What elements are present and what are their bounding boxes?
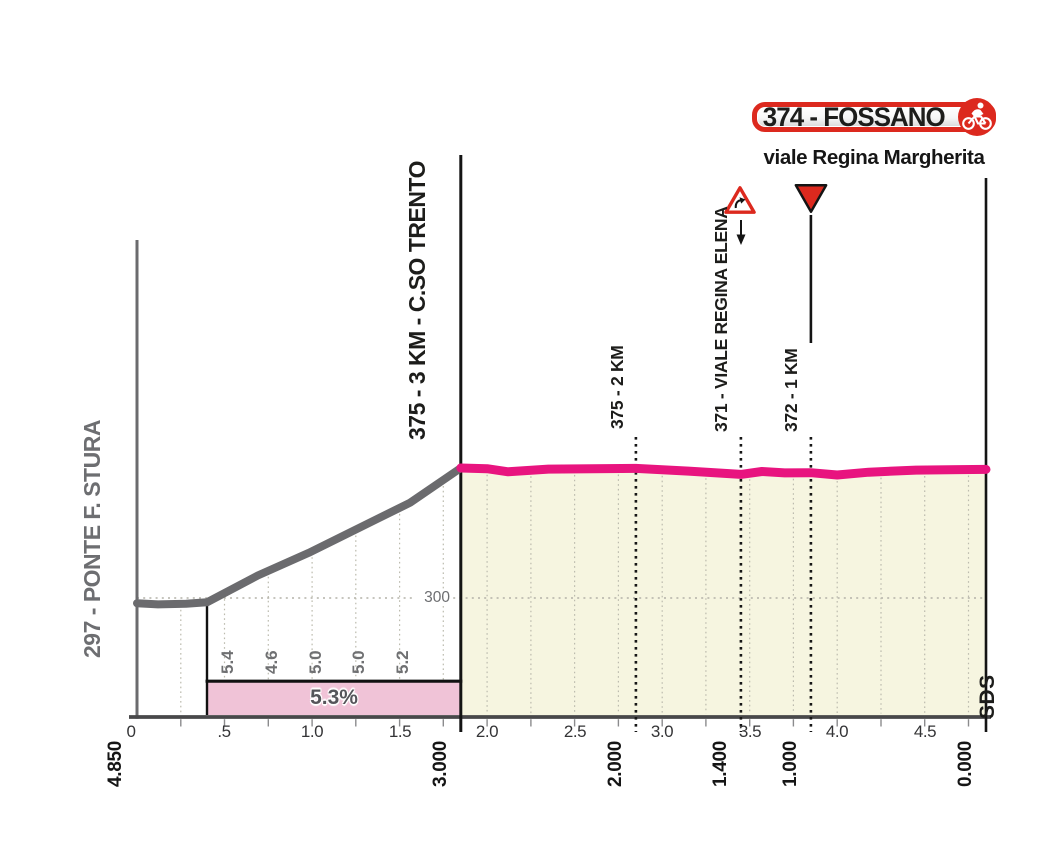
togo-label-3km: 3.000 xyxy=(430,740,451,787)
elevation-gridline-label: 300 xyxy=(412,590,452,606)
marker-label-2km: 375 - 2 KM xyxy=(607,345,627,429)
xtick-0: 0 xyxy=(126,722,136,741)
xtick-0.5: .5 xyxy=(217,722,231,741)
average-gradient-box xyxy=(207,682,461,715)
flat-area-fill xyxy=(460,468,986,716)
gradient-segment-4: 5.0 xyxy=(349,650,368,674)
climb-profile-line xyxy=(133,464,465,609)
togo-label-start: 4.850 xyxy=(105,740,126,787)
curve-warning-icon xyxy=(723,185,757,221)
xtick-4.0: 4.0 xyxy=(825,722,849,741)
finish-triangle-icon xyxy=(793,182,829,220)
togo-label-regina-elena: 1.400 xyxy=(710,740,731,787)
finale-profile-line xyxy=(456,463,991,480)
marker-label-start: 297 - PONTE F. STURA xyxy=(79,420,105,658)
xtick-3.5: 3.5 xyxy=(738,722,762,741)
togo-label-1km: 1.000 xyxy=(780,740,801,787)
sds-logo: SDS xyxy=(976,674,999,719)
gradient-segment-5: 5.2 xyxy=(393,650,412,674)
xtick-2.0: 2.0 xyxy=(475,722,499,741)
street-name: viale Regina Margherita xyxy=(763,146,985,169)
marker-label-1km: 372 - 1 KM xyxy=(781,348,801,432)
marker-label-regina-elena: 371 - VIALE REGINA ELENA xyxy=(711,206,731,432)
togo-label-2km: 2.000 xyxy=(605,740,626,787)
marker-label-3km: 375 - 3 KM - C.SO TRENTO xyxy=(404,161,430,440)
gradient-segment-3: 5.0 xyxy=(306,650,325,674)
togo-label-finish: 0.000 xyxy=(955,740,976,787)
gradient-segment-1: 5.4 xyxy=(218,650,237,674)
down-arrow-icon xyxy=(735,219,747,251)
gradient-segment-2: 4.6 xyxy=(262,650,281,674)
finish-badge: 374 - FOSSANO xyxy=(752,98,996,136)
finish-badge-label: 374 - FOSSANO xyxy=(763,101,946,132)
xtick-3.0: 3.0 xyxy=(650,722,674,741)
xtick-2.5: 2.5 xyxy=(563,722,587,741)
xtick-1.0: 1.0 xyxy=(300,722,324,741)
xtick-1.5: 1.5 xyxy=(388,722,412,741)
cyclist-icon xyxy=(957,97,997,137)
xtick-4.5: 4.5 xyxy=(913,722,937,741)
average-gradient-label: 5.3% xyxy=(310,686,358,709)
